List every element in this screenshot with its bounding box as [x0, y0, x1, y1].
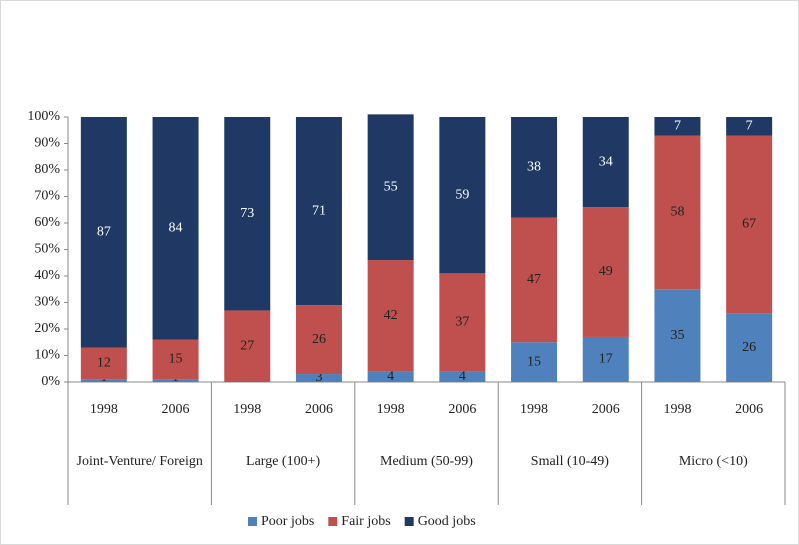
group-label-box: Joint-Venture/ Foreign [76, 454, 203, 469]
bar-segment [80, 347, 127, 380]
bar-segment [726, 117, 773, 136]
data-label: 42 [384, 308, 398, 323]
data-label: 49 [599, 264, 613, 279]
bar-segment [654, 289, 701, 382]
x-tick-label: 2006 [162, 402, 190, 417]
x-tick-label: 2006 [305, 402, 333, 417]
data-label: 84 [169, 221, 183, 236]
y-tick-label: 10% [34, 348, 60, 363]
data-label: 47 [527, 272, 541, 287]
group-label-box: Large (100+) [246, 454, 321, 469]
bar-segment [152, 379, 199, 382]
data-label: 67 [742, 217, 756, 232]
bar-segment [152, 117, 199, 340]
y-tick-label: 100% [27, 109, 60, 124]
y-tick-label: 90% [34, 136, 60, 151]
group-label: Large (100+) [246, 454, 321, 469]
bar-segment [654, 135, 701, 290]
data-label: 58 [670, 205, 684, 220]
data-label: 7 [746, 118, 753, 133]
bar-segment [582, 336, 629, 382]
x-tick-label: 1998 [520, 402, 548, 417]
bar-segment [726, 313, 773, 382]
y-tick-label: 50% [34, 242, 60, 257]
data-label: 4 [459, 369, 466, 384]
bar-segment [295, 305, 342, 375]
y-tick-label: 60% [34, 215, 60, 230]
bar-segment [224, 310, 271, 382]
bar-segment [224, 117, 271, 311]
data-label: 15 [169, 352, 183, 367]
legend-swatch [404, 517, 414, 526]
bar-segment [295, 374, 342, 382]
data-label: 55 [384, 179, 398, 194]
bar-segment [152, 339, 199, 380]
y-tick-label: 40% [34, 268, 60, 283]
group-label: Medium (50-99) [380, 454, 473, 469]
data-label: 17 [599, 352, 613, 367]
bar-segment [80, 379, 127, 382]
data-label: 15 [527, 354, 541, 369]
x-tick-label: 1998 [90, 402, 118, 417]
x-tick-label: 1998 [377, 402, 405, 417]
y-tick-label: 20% [34, 321, 60, 336]
y-tick-label: 70% [34, 189, 60, 204]
data-label: 4 [387, 369, 394, 384]
data-label: 73 [240, 206, 254, 221]
data-label: 27 [240, 338, 254, 353]
data-label: 26 [742, 340, 756, 355]
bar-segment [439, 371, 486, 382]
bar-segment [654, 117, 701, 136]
bar-segment [511, 217, 558, 343]
data-label: 87 [97, 224, 111, 239]
x-tick-label: 1998 [233, 402, 261, 417]
bar-segment [511, 342, 558, 382]
group-label-box: Medium (50-99) [380, 454, 473, 469]
bar-segment [439, 117, 486, 274]
data-label: 34 [599, 154, 613, 169]
data-label: 3 [315, 370, 322, 385]
x-tick-label: 2006 [448, 402, 476, 417]
bar-segment [367, 260, 414, 372]
data-label: 59 [455, 187, 469, 202]
bar-segment [80, 117, 127, 348]
y-tick-label: 80% [34, 162, 60, 177]
legend-label: Fair jobs [341, 514, 390, 529]
bar-segment [726, 135, 773, 314]
group-label: Joint-Venture/ Foreign [76, 454, 203, 469]
y-tick-label: 30% [34, 295, 60, 310]
legend-label: Good jobs [418, 514, 476, 529]
x-tick-label: 1998 [663, 402, 691, 417]
bar-segment [367, 371, 414, 382]
bar-segment [582, 207, 629, 337]
legend-swatch [328, 517, 338, 526]
x-tick-label: 2006 [592, 402, 620, 417]
data-label: 38 [527, 160, 541, 175]
data-label: 37 [455, 315, 469, 330]
bar-segment [582, 117, 629, 208]
bar-segment [511, 117, 558, 218]
data-label: 7 [674, 118, 681, 133]
bar-segment [367, 114, 414, 261]
data-label: 71 [312, 203, 326, 218]
y-tick-label: 0% [41, 374, 60, 389]
data-label: 12 [97, 356, 111, 371]
group-label: Small (10-49) [530, 454, 609, 469]
legend-swatch [248, 517, 257, 526]
bar-segment [439, 273, 486, 372]
x-tick-label: 2006 [735, 402, 763, 417]
data-label: 35 [670, 328, 684, 343]
data-label: 26 [312, 332, 326, 347]
bar-segment [295, 117, 342, 306]
group-label-box: Small (10-49) [530, 454, 609, 469]
legend-label: Poor jobs [261, 514, 314, 529]
group-label: Micro (<10) [678, 454, 748, 469]
group-label-box: Micro (<10) [678, 454, 748, 469]
